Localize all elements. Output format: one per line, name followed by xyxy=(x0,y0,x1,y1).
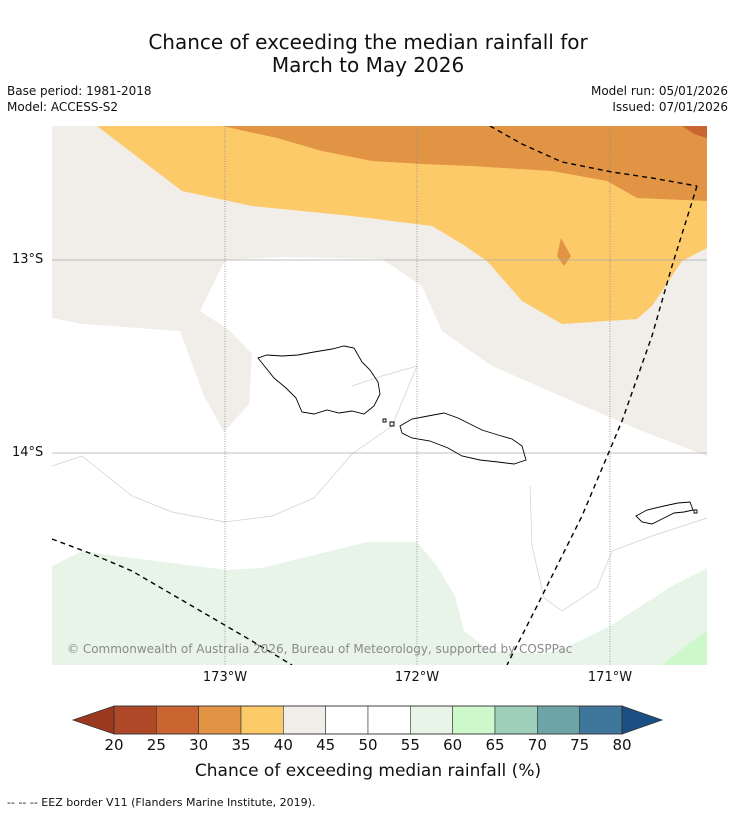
meta-left: Base period: 1981-2018 Model: ACCESS-S2 xyxy=(7,83,152,115)
lon-label-171w: 171°W xyxy=(587,670,633,685)
colorbar-tick-label: 45 xyxy=(316,736,336,754)
colorbar-tick-label: 35 xyxy=(231,736,251,754)
rainfall-map[interactable]: © Commonwealth of Australia 2026, Bureau… xyxy=(52,126,707,665)
map-copyright: © Commonwealth of Australia 2026, Bureau… xyxy=(67,642,572,656)
lon-label-172w: 172°W xyxy=(394,670,440,685)
colorbar-cell xyxy=(410,705,453,735)
colorbar-tick-label: 60 xyxy=(443,736,463,754)
lon-label-173w: 173°W xyxy=(202,670,248,685)
island-tutuila xyxy=(635,501,694,525)
colorbar-tick-label: 25 xyxy=(146,736,166,754)
colorbar-tick-label: 20 xyxy=(104,736,124,754)
contour-line xyxy=(52,365,418,523)
island-apolima xyxy=(389,421,395,427)
colorbar-cell xyxy=(283,705,326,735)
colorbar-frame xyxy=(113,705,623,735)
colorbar-cell xyxy=(198,705,242,735)
island-manono xyxy=(382,418,387,423)
colorbar-cell xyxy=(156,705,199,735)
contour-line-2 xyxy=(529,485,707,612)
colorbar-tick-label: 70 xyxy=(527,736,547,754)
eez-border-south xyxy=(52,538,293,665)
eez-border-east xyxy=(506,185,698,665)
lat-label-14s: 14°S xyxy=(12,445,44,460)
colorbar-cell xyxy=(325,705,369,735)
colorbar-cell xyxy=(537,705,580,735)
island-aunuu xyxy=(693,509,698,514)
colorbar-cell xyxy=(367,705,411,735)
region-30-35 xyxy=(222,126,707,201)
title-line-2: March to May 2026 xyxy=(271,53,465,77)
colorbar-tick-label: 30 xyxy=(189,736,209,754)
colorbar xyxy=(71,705,664,735)
island-upolu xyxy=(399,412,527,465)
colorbar-cell xyxy=(240,705,284,735)
region-25-30-corner xyxy=(682,126,707,138)
issued-date: Issued: 07/01/2026 xyxy=(612,100,728,114)
colorbar-tick-label: 55 xyxy=(400,736,420,754)
colorbar-tick-label: 40 xyxy=(273,736,293,754)
colorbar-cell xyxy=(579,705,623,735)
colorbar-label: Chance of exceeding median rainfall (%) xyxy=(194,761,542,781)
colorbar-tick-label: 65 xyxy=(485,736,505,754)
lat-label-13s: 13°S xyxy=(12,252,44,267)
meta-right: Model run: 05/01/2026 Issued: 07/01/2026 xyxy=(591,83,728,115)
colorbar-cell xyxy=(452,705,496,735)
colorbar-overflow-arrow xyxy=(621,705,664,735)
model-run: Model run: 05/01/2026 xyxy=(590,84,728,98)
colorbar-tick-label: 50 xyxy=(358,736,378,754)
colorbar-underflow-arrow xyxy=(71,705,115,735)
island-savaii xyxy=(257,345,381,415)
eez-legend-footer: -- -- -- EEZ border V11 (Flanders Marine… xyxy=(7,796,316,809)
region-30-35-spot xyxy=(557,238,571,266)
colorbar-cell xyxy=(113,705,157,735)
colorbar-tick-label: 75 xyxy=(570,736,590,754)
region-55-60 xyxy=(52,542,707,665)
chart-title: Chance of exceeding the median rainfall … xyxy=(0,31,736,77)
colorbar-tick-label: 80 xyxy=(612,736,632,754)
region-35-40 xyxy=(97,126,707,324)
model-name: Model: ACCESS-S2 xyxy=(7,100,119,114)
region-60-65 xyxy=(662,631,707,665)
title-line-1: Chance of exceeding the median rainfall … xyxy=(148,30,588,54)
eez-border-north xyxy=(489,126,698,187)
base-period: Base period: 1981-2018 xyxy=(7,84,152,98)
colorbar-cell xyxy=(494,705,538,735)
